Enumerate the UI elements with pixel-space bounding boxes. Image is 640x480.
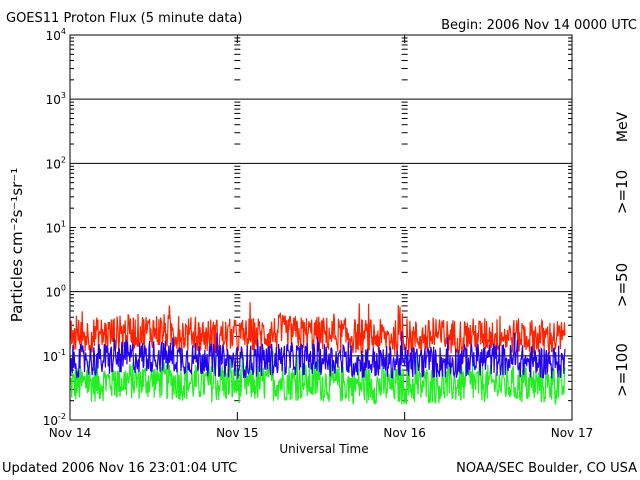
y-tick-label: 103 [46,91,66,107]
begin-time: Begin: 2006 Nov 14 0000 UTC [441,18,637,33]
x-tick-label: Nov 15 [216,426,259,440]
x-tick-label: Nov 16 [383,426,426,440]
y-tick-label: 10-2 [43,412,66,428]
legend-entry-gte10: >=10 [613,170,631,214]
y-tick-label: 10-1 [43,348,66,364]
chart-title: GOES11 Proton Flux (5 minute data) [6,11,242,26]
y-tick-label: 100 [46,284,66,300]
x-axis-label: Universal Time [279,442,368,456]
y-tick-label: 101 [46,220,66,236]
x-tick-label: Nov 17 [551,426,594,440]
y-tick-labels: 10-2 10-1 100 101 102 103 104 [43,27,66,428]
legend-entry-gte50: >=50 [613,263,631,307]
series-line-gte100 [69,349,566,406]
y-axis-label: Particles cm⁻²s⁻¹sr⁻¹ [8,168,26,322]
legend-entry-gte100: >=100 [613,343,631,397]
y-tick-label: 102 [46,155,66,171]
source-credit: NOAA/SEC Boulder, CO USA [456,461,637,476]
x-tick-label: Nov 14 [49,426,92,440]
series-layer [69,302,566,406]
series-line-gte50 [69,331,566,380]
legend-unit-label: MeV [615,111,631,142]
plot-frame [69,34,573,421]
x-tick-labels: Nov 14 Nov 15 Nov 16 Nov 17 [49,426,594,440]
y-tick-label: 104 [46,27,66,43]
updated-timestamp: Updated 2006 Nov 16 23:01:04 UTC [2,461,237,476]
